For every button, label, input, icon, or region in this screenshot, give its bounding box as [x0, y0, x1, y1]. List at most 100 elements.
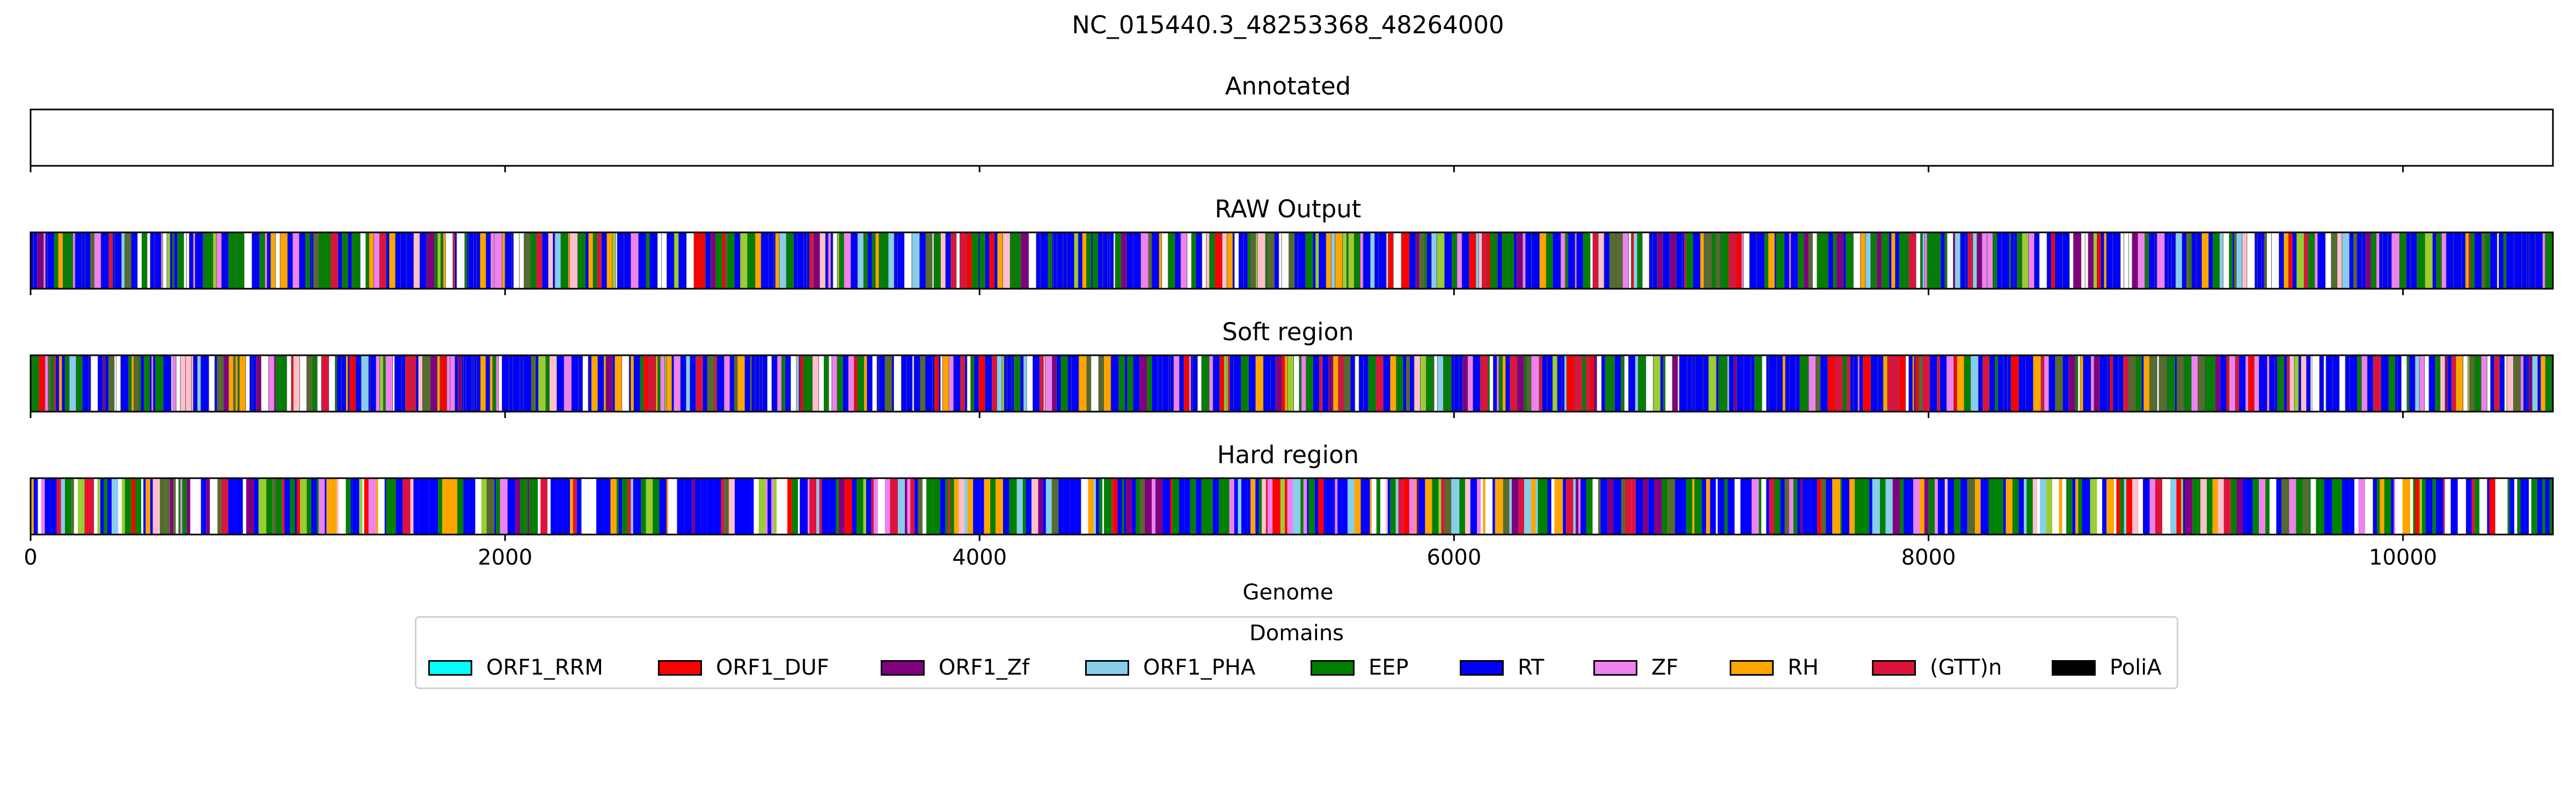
domain-segment — [1348, 232, 1355, 289]
domain-segment — [996, 478, 1004, 535]
domain-segment — [1322, 355, 1329, 412]
domain-segment — [1270, 355, 1276, 412]
domain-segment — [1954, 478, 1960, 535]
domain-segment — [926, 478, 933, 535]
domain-segment — [125, 232, 131, 289]
domain-segment — [1140, 232, 1149, 289]
domain-segment — [974, 355, 979, 412]
domain-segment — [228, 232, 235, 289]
domain-segment — [2037, 478, 2040, 535]
domain-segment — [829, 478, 836, 535]
legend-label: RT — [1518, 655, 1545, 680]
domain-segment — [1613, 478, 1622, 535]
domain-segment — [2301, 355, 2307, 412]
domain-segment — [1915, 355, 1919, 412]
domain-segment — [1583, 232, 1591, 289]
legend-label: ZF — [1651, 655, 1679, 680]
domain-segment — [2320, 478, 2324, 535]
domain-segment — [1389, 355, 1397, 412]
domain-segment — [1531, 232, 1540, 289]
domain-segment — [690, 355, 696, 412]
domain-segment — [897, 232, 905, 289]
domain-segment — [1250, 232, 1256, 289]
domain-segment — [1990, 478, 1999, 535]
domain-segment — [1716, 478, 1718, 535]
domain-segment — [2545, 355, 2551, 412]
domain-segment — [564, 355, 572, 412]
domain-segment — [1895, 232, 1900, 289]
domain-segment — [857, 355, 865, 412]
domain-segment — [2126, 478, 2132, 535]
domain-segment — [2010, 355, 2019, 412]
domain-segment — [291, 355, 294, 412]
domain-segment — [905, 478, 908, 535]
domain-segment — [466, 232, 469, 289]
domain-segment — [1693, 232, 1701, 289]
domain-segment — [722, 232, 726, 289]
domain-segment — [2143, 355, 2150, 412]
domain-segment — [1552, 355, 1558, 412]
domain-segment — [1598, 478, 1601, 535]
domain-segment — [155, 355, 164, 412]
domain-segment — [694, 478, 702, 535]
domain-segment — [525, 478, 528, 535]
domain-segment — [1299, 355, 1302, 412]
domain-segment — [1088, 478, 1094, 535]
domain-segment — [2403, 232, 2407, 289]
domain-segment — [1347, 478, 1355, 535]
domain-segment — [686, 232, 694, 289]
domain-segment — [1387, 478, 1391, 535]
domain-segment — [135, 478, 138, 535]
domain-segment — [2162, 478, 2170, 535]
domain-segment — [1487, 232, 1491, 289]
domain-segment — [347, 232, 353, 289]
domain-segment — [630, 355, 634, 412]
domain-segment — [2015, 478, 2019, 535]
domain-segment — [1708, 355, 1717, 412]
domain-segment — [2242, 232, 2248, 289]
domain-segment — [476, 355, 481, 412]
domain-segment — [1824, 232, 1829, 289]
domain-segment — [1607, 478, 1614, 535]
domain-segment — [1582, 355, 1586, 412]
domain-segment — [685, 355, 691, 412]
domain-segment — [530, 232, 537, 289]
domain-segment — [1432, 478, 1439, 535]
domain-segment — [1812, 232, 1818, 289]
domain-segment — [1234, 478, 1236, 535]
domain-segment — [1774, 478, 1781, 535]
domain-segment — [643, 355, 649, 412]
domain-segment — [1904, 232, 1909, 289]
domain-segment — [1929, 355, 1937, 412]
domain-segment — [2170, 478, 2172, 535]
domain-segment — [920, 355, 926, 412]
domain-segment — [1609, 232, 1616, 289]
domain-segment — [1020, 355, 1024, 412]
domain-segment — [418, 355, 423, 412]
domain-segment — [1605, 355, 1609, 412]
domain-segment — [1492, 355, 1497, 412]
domain-segment — [554, 232, 561, 289]
domain-segment — [2499, 355, 2505, 412]
domain-segment — [911, 232, 920, 289]
domain-segment — [1190, 478, 1196, 535]
domain-segment — [2453, 232, 2462, 289]
domain-segment — [809, 478, 817, 535]
domain-segment — [2075, 355, 2079, 412]
domain-segment — [1913, 478, 1920, 535]
domain-segment — [950, 232, 957, 289]
domain-segment — [1058, 478, 1063, 535]
domain-segment — [527, 478, 530, 535]
domain-segment — [1132, 232, 1141, 289]
domain-segment — [318, 478, 325, 535]
domain-segment — [1026, 355, 1033, 412]
domain-segment — [1692, 355, 1695, 412]
domain-segment — [2332, 478, 2340, 535]
domain-segment — [67, 232, 74, 289]
domain-segment — [1081, 478, 1088, 535]
domain-segment — [2120, 478, 2124, 535]
domain-segment — [674, 355, 681, 412]
domain-segment — [210, 478, 218, 535]
domain-segment — [1719, 232, 1723, 289]
domain-segment — [1524, 478, 1532, 535]
